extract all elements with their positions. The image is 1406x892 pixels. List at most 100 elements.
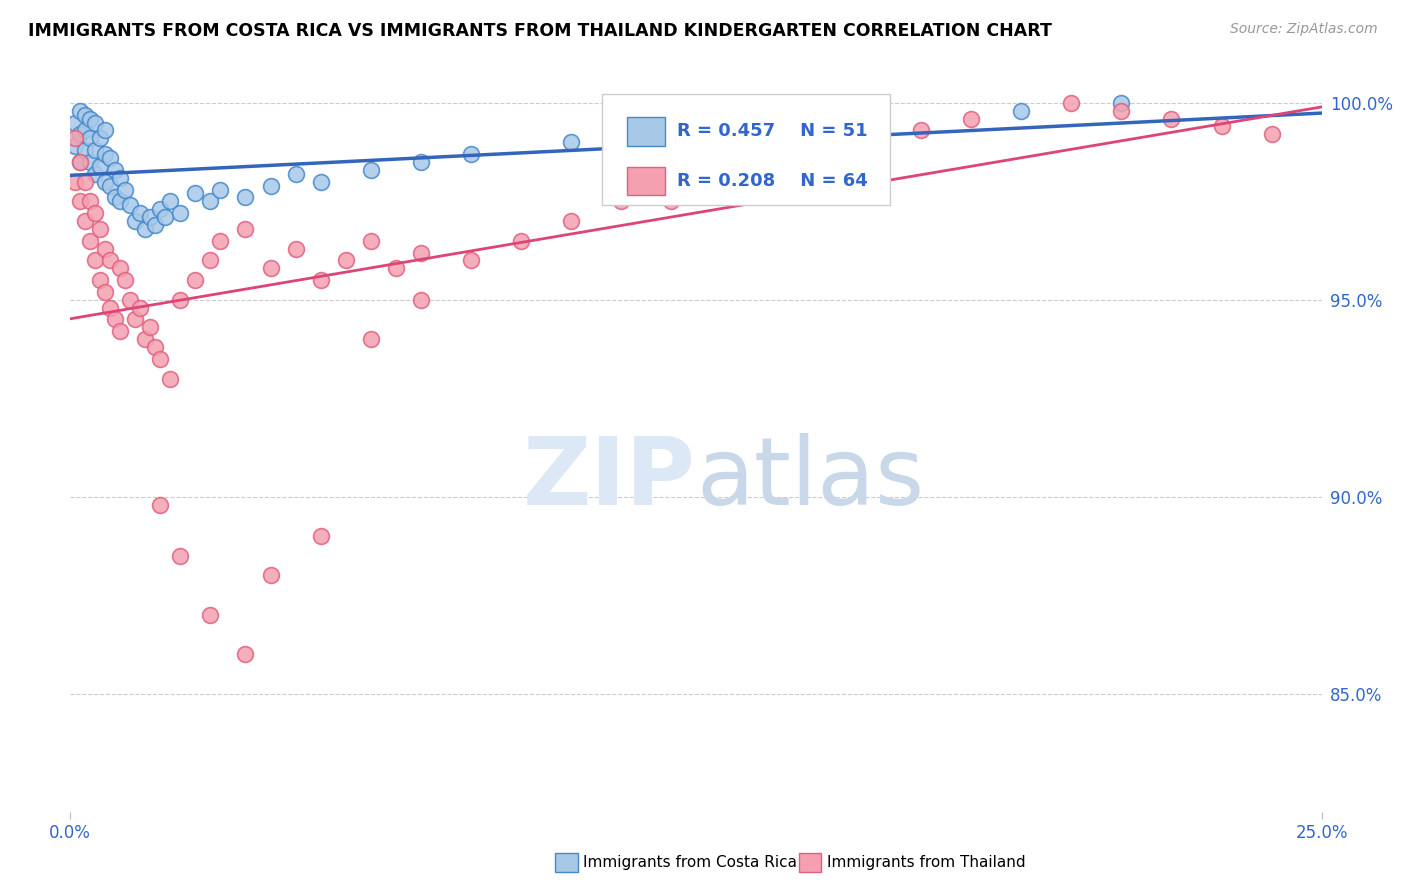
Point [200,607,222,622]
Point [98,301,121,315]
Point [124,214,146,228]
Point [114,182,136,196]
Point [139,210,162,224]
Point [1111,95,1133,110]
Text: atlas: atlas [696,433,924,524]
Point [810,115,832,129]
Point [65,139,87,153]
Point [79,112,101,126]
Point [65,131,87,145]
Point [259,568,281,582]
Point [84,206,107,220]
Point [110,324,132,338]
Point [659,194,682,209]
Point [139,320,162,334]
Point [184,273,207,287]
Text: Immigrants from Costa Rica: Immigrants from Costa Rica [583,855,797,870]
Point [810,155,832,169]
Point [120,293,142,307]
Point [75,123,97,137]
Point [84,253,107,268]
Point [69,155,91,169]
Point [309,175,332,189]
Point [104,162,127,177]
Point [145,340,167,354]
Point [98,178,121,193]
Bar [627,118,665,145]
Point [110,170,132,185]
Point [235,647,257,661]
Point [145,218,167,232]
Point [75,214,97,228]
Point [134,332,156,346]
Point [284,167,307,181]
Point [98,151,121,165]
Point [89,273,111,287]
Point [259,178,281,193]
Point [360,162,382,177]
Point [94,285,117,299]
Point [409,293,432,307]
Point [460,253,482,268]
Point [79,194,101,209]
Point [89,131,111,145]
Point [910,123,932,137]
Point [104,312,127,326]
Point [235,222,257,236]
Point [129,206,152,220]
Point [104,190,127,204]
Point [94,123,117,137]
Point [65,115,87,129]
Point [84,115,107,129]
Point [89,222,111,236]
Point [200,194,222,209]
Point [610,194,633,209]
Point [335,253,357,268]
Point [75,143,97,157]
Point [134,222,156,236]
Point [360,234,382,248]
Bar [627,167,665,195]
Point [309,529,332,543]
Point [94,147,117,161]
Point [79,155,101,169]
Point [1010,103,1032,118]
Point [84,143,107,157]
Point [860,135,883,149]
Point [1060,95,1083,110]
Point [94,175,117,189]
Point [69,103,91,118]
Point [360,332,382,346]
Point [309,273,332,287]
Point [89,159,111,173]
Point [149,202,172,217]
Point [200,253,222,268]
Point [409,155,432,169]
Point [159,371,181,385]
Point [110,261,132,276]
Point [149,351,172,366]
Point [69,194,91,209]
Point [114,273,136,287]
Point [169,206,191,220]
Text: IMMIGRANTS FROM COSTA RICA VS IMMIGRANTS FROM THAILAND KINDERGARTEN CORRELATION : IMMIGRANTS FROM COSTA RICA VS IMMIGRANTS… [28,22,1052,40]
Point [155,210,177,224]
Point [960,112,983,126]
Point [159,194,181,209]
Point [79,234,101,248]
Point [75,108,97,122]
Point [710,182,733,196]
Point [1260,128,1282,142]
Point [1111,103,1133,118]
Point [129,301,152,315]
Text: Source: ZipAtlas.com: Source: ZipAtlas.com [1230,22,1378,37]
Point [560,214,582,228]
Point [110,194,132,209]
Point [209,182,232,196]
Point [169,293,191,307]
Text: R = 0.208    N = 64: R = 0.208 N = 64 [678,172,868,190]
Point [149,498,172,512]
Point [1211,120,1233,134]
Point [79,131,101,145]
Point [69,155,91,169]
